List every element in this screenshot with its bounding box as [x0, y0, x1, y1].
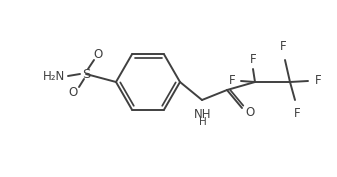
Text: O: O [93, 48, 103, 61]
Text: F: F [250, 53, 256, 66]
Text: O: O [245, 107, 255, 119]
Text: F: F [280, 40, 286, 53]
Text: NH: NH [194, 108, 212, 121]
Text: F: F [228, 75, 235, 87]
Text: S: S [82, 67, 90, 81]
Text: F: F [294, 107, 300, 120]
Text: O: O [68, 85, 78, 98]
Text: H₂N: H₂N [43, 70, 65, 82]
Text: F: F [315, 75, 321, 87]
Text: H: H [199, 117, 207, 127]
